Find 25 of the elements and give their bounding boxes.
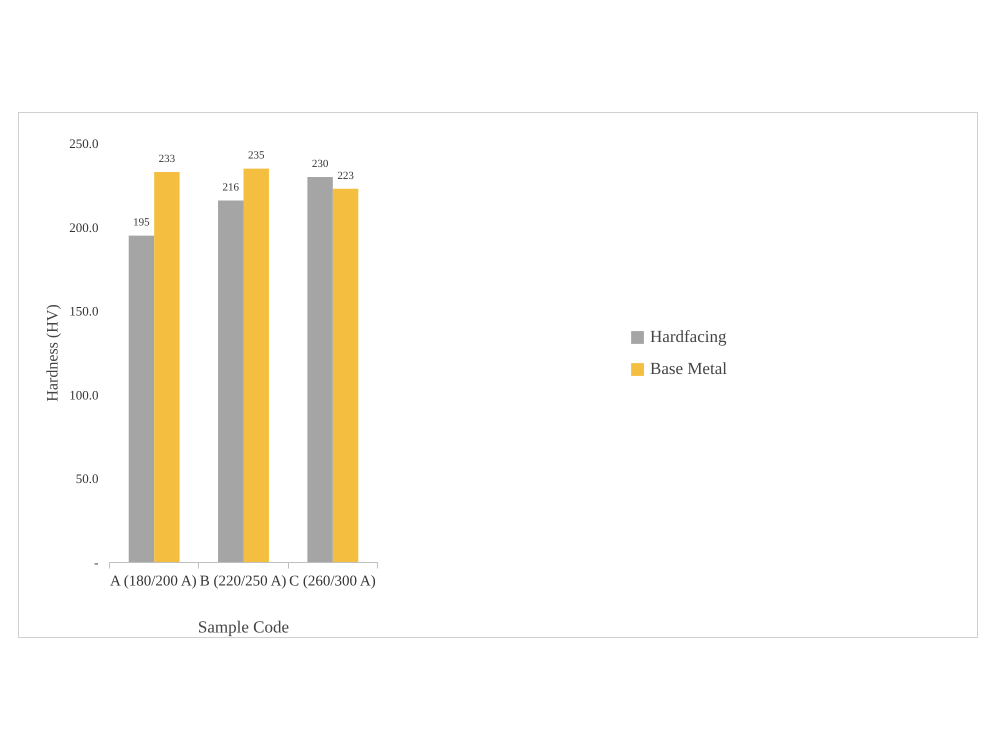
bar xyxy=(128,236,154,562)
bar xyxy=(154,172,180,562)
x-axis-title: Sample Code xyxy=(198,618,290,636)
y-tick-label: - xyxy=(94,555,99,570)
bar xyxy=(332,188,358,562)
legend-label: Hardfacing xyxy=(650,326,726,346)
legend-label: Base Metal xyxy=(650,358,727,378)
x-tick-label: C (260/300 A) xyxy=(289,574,376,590)
x-tick-label: A (180/200 A) xyxy=(110,574,197,590)
bar xyxy=(218,200,244,562)
data-label: 230 xyxy=(312,158,329,170)
x-tick-label: B (220/250 A) xyxy=(200,574,286,590)
y-axis-title: Hardness (HV) xyxy=(44,304,62,402)
y-tick-label: 200.0 xyxy=(69,220,98,235)
data-label: 235 xyxy=(248,150,265,162)
data-label: 195 xyxy=(133,216,150,229)
data-label: 223 xyxy=(337,170,354,182)
y-tick-label: 50.0 xyxy=(76,471,98,486)
y-tick-label: 250.0 xyxy=(69,136,98,151)
y-tick-label: 100.0 xyxy=(69,387,98,402)
data-label: 233 xyxy=(158,152,176,165)
data-label: 216 xyxy=(222,181,240,194)
bar xyxy=(244,168,269,562)
y-tick-label: 150.0 xyxy=(69,304,98,319)
bar xyxy=(307,177,333,562)
